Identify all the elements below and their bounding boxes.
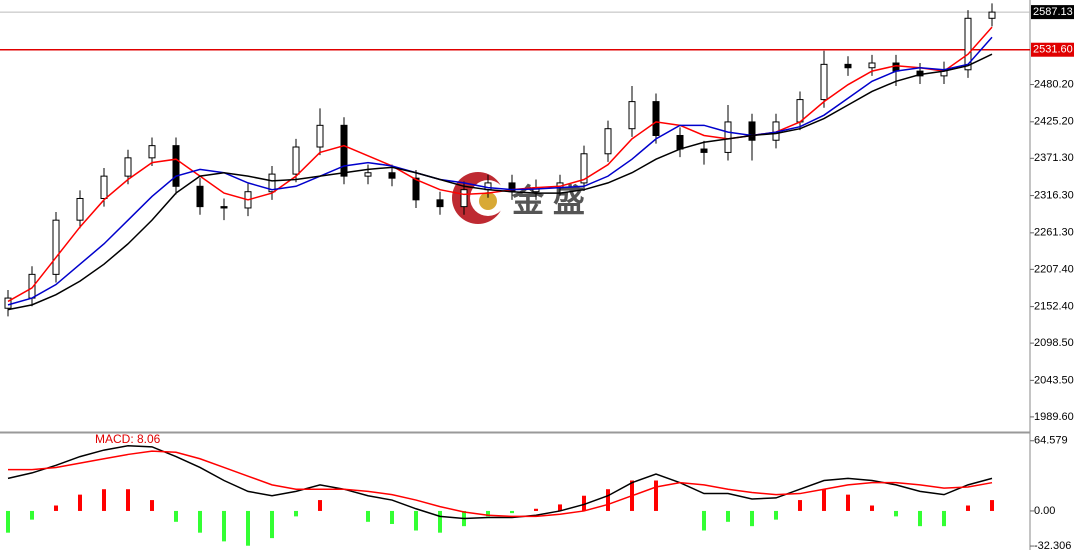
histogram-bar <box>822 489 826 511</box>
price-tag <box>1031 5 1074 20</box>
histogram-bar <box>774 510 778 520</box>
candle-body <box>460 189 468 208</box>
candle-body <box>52 219 60 275</box>
histogram-bar <box>846 494 850 511</box>
histogram-bar <box>894 510 898 517</box>
candle-body <box>748 121 756 141</box>
histogram-bar <box>510 510 514 514</box>
candle-body <box>676 134 684 150</box>
histogram-bar <box>294 510 298 517</box>
candle-body <box>844 63 852 69</box>
histogram-bar <box>246 510 250 546</box>
histogram-bar <box>438 510 442 533</box>
histogram-bar <box>534 508 538 511</box>
candle-body <box>580 153 588 184</box>
candle-body <box>964 17 972 71</box>
candle-body <box>892 62 900 72</box>
histogram-bar <box>222 510 226 542</box>
histogram-bar <box>870 505 874 511</box>
histogram-bar <box>414 510 418 531</box>
candle-body <box>700 148 708 153</box>
candle-body <box>412 177 420 201</box>
candle-body <box>196 185 204 208</box>
histogram-bar <box>990 500 994 511</box>
candle-body <box>724 121 732 153</box>
histogram-bar <box>750 510 754 527</box>
candle-body <box>628 101 636 130</box>
histogram-bar <box>726 510 730 522</box>
y-tick-label: -32.306 <box>1034 540 1071 550</box>
y-tick-label: 2207.40 <box>1034 263 1074 275</box>
y-tick-label: 2152.40 <box>1034 301 1074 313</box>
histogram-bar <box>918 510 922 527</box>
histogram-bar <box>150 500 154 511</box>
candle-body <box>148 145 156 159</box>
candle-body <box>364 172 372 177</box>
candle-body <box>172 145 180 187</box>
candle-body <box>436 199 444 208</box>
macd-label: MACD: 8.06 <box>95 432 161 446</box>
histogram-bar <box>582 495 586 511</box>
histogram-bar <box>798 500 802 511</box>
histogram-bar <box>126 489 130 511</box>
y-tick-label: 2480.20 <box>1034 78 1074 90</box>
candle-body <box>652 101 660 136</box>
candle-body <box>796 99 804 123</box>
histogram-bar <box>606 489 610 511</box>
histogram-bar <box>966 505 970 511</box>
candle-body <box>868 62 876 69</box>
histogram-bar <box>702 510 706 531</box>
y-tick-label: 64.579 <box>1034 435 1068 447</box>
candle-body <box>820 63 828 101</box>
indicator-line <box>7 36 993 306</box>
price-tag-label: 2587.13 <box>1033 6 1073 18</box>
logo-dot <box>479 192 497 210</box>
candle-body <box>988 11 996 19</box>
hline-tag-label: 2531.60 <box>1033 44 1073 56</box>
y-tick-label: 2316.30 <box>1034 189 1074 201</box>
histogram-bar <box>390 510 394 524</box>
y-tick-label: 2098.50 <box>1034 337 1074 349</box>
candle-body <box>220 206 228 209</box>
candle-body <box>292 146 300 175</box>
candle-body <box>604 128 612 155</box>
histogram-bar <box>270 510 274 539</box>
indicator-line <box>8 450 993 518</box>
hline-tag <box>1031 42 1074 57</box>
candle-body <box>76 197 84 221</box>
candle-body <box>100 175 108 199</box>
y-tick-label: 2043.50 <box>1034 374 1074 386</box>
histogram-bar <box>78 494 82 511</box>
histogram-bar <box>54 505 58 511</box>
histogram-bar <box>486 510 490 517</box>
histogram-bar <box>654 480 658 511</box>
histogram-bar <box>102 489 106 511</box>
candle-body <box>124 157 132 177</box>
histogram-bar <box>198 510 202 533</box>
candle-body <box>388 172 396 179</box>
y-tick-label: 1989.60 <box>1034 411 1074 423</box>
y-tick-label: 2371.30 <box>1034 152 1074 164</box>
histogram-bar <box>558 504 562 511</box>
histogram-bar <box>366 510 370 522</box>
candle-body <box>4 297 12 309</box>
candle-body <box>316 124 324 148</box>
histogram-bar <box>174 510 178 522</box>
indicator-line <box>7 53 993 311</box>
candle-body <box>268 173 276 193</box>
y-tick-label: 2261.30 <box>1034 227 1074 239</box>
candle-body <box>340 124 348 177</box>
y-tick-label: 0.00 <box>1034 505 1055 517</box>
histogram-bar <box>318 500 322 511</box>
histogram-bar <box>30 510 34 520</box>
indicator-line <box>7 444 993 520</box>
histogram-bar <box>6 510 10 533</box>
y-tick-label: 2425.20 <box>1034 116 1074 128</box>
histogram-bar <box>942 510 946 527</box>
